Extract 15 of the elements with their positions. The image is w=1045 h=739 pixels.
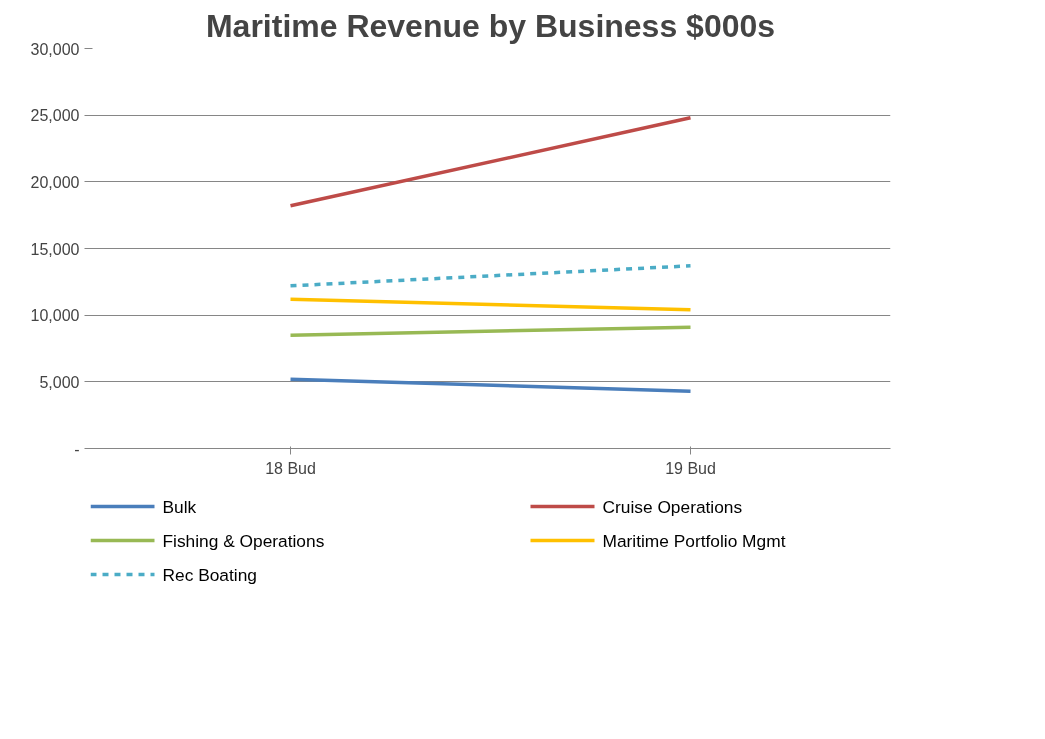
y-tick-label: 25,000 [30, 107, 80, 125]
y-tick-label: 15,000 [30, 240, 80, 258]
y-tick-label: 5,000 [39, 373, 80, 391]
legend-label: Rec Boating [162, 564, 257, 585]
legend-label: Fishing & Operations [162, 530, 325, 551]
legend-label: Cruise Operations [602, 496, 743, 517]
y-tick-label: 20,000 [30, 173, 80, 191]
x-tick-label: 19 Bud [665, 459, 716, 477]
y-tick-label: - [74, 440, 80, 458]
chart-title: Maritime Revenue by Business $000s [205, 7, 776, 44]
legend-label: Maritime Portfolio Mgmt [602, 530, 786, 551]
x-tick-label: 18 Bud [265, 459, 316, 477]
y-tick-label: 30,000 [30, 40, 80, 58]
legend-label: Bulk [162, 496, 197, 517]
y-tick-label: 10,000 [30, 307, 80, 325]
